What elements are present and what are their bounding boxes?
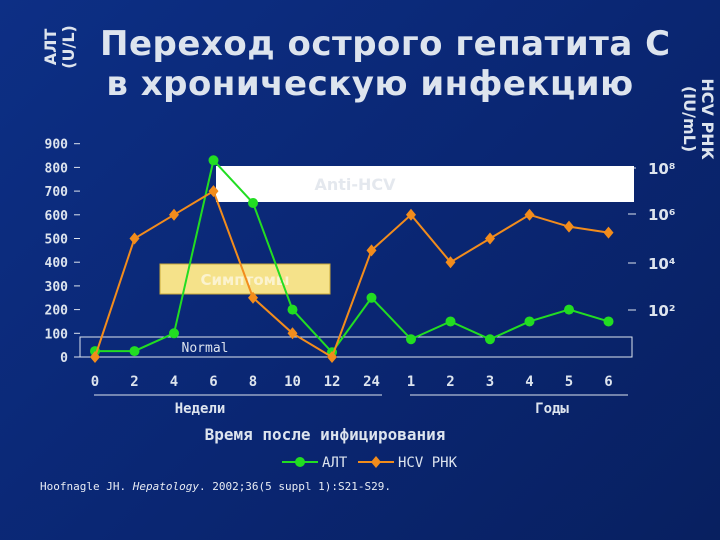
alt-point (564, 304, 574, 315)
chart-legend: АЛТ HCV РНК (282, 455, 458, 471)
alt-point (287, 304, 298, 315)
years-group-label: Годы (535, 401, 569, 417)
legend-hcv-marker (371, 456, 381, 468)
y-tick-label: 900 (45, 138, 69, 153)
alt-point (524, 316, 535, 327)
x-axis-title: Время после инфицирования (205, 425, 446, 444)
alt-point (208, 155, 219, 166)
hcv-point (445, 256, 456, 269)
hcv-line (94, 189, 609, 359)
slide-title: Переход острого гепатита C в хроническую… (100, 24, 671, 104)
legend-alt-label: АЛТ (322, 455, 348, 471)
hcv-point (524, 208, 535, 221)
symptoms-label: Симптомы (201, 271, 290, 289)
alt-point (485, 334, 495, 345)
y2-tick-label: 10⁶ (648, 206, 675, 224)
hcv-point (90, 351, 100, 363)
normal-band (79, 336, 633, 358)
alt-point (366, 292, 377, 303)
y2-tick-label: 10² (648, 302, 675, 320)
citation-journal: Hepatology (132, 480, 199, 493)
hcv-point (208, 185, 219, 198)
legend-alt-marker (295, 457, 305, 467)
title-line-1: Переход острого гепатита C (100, 24, 671, 64)
y-tick-label: 700 (45, 185, 69, 200)
x-tick-label: 2 (130, 374, 138, 390)
hcv-point (485, 232, 495, 245)
hcv-point (564, 220, 574, 233)
citation-author: Hoofnagle JH. (40, 480, 133, 493)
weeks-group-label: Недели (175, 401, 226, 417)
y-tick-label: 800 (45, 161, 69, 176)
y-tick-label: 0 (60, 351, 68, 366)
y2-tick-label: 10⁴ (648, 255, 675, 273)
chart-annotations: Normal Anti-HCV Симптомы (79, 166, 634, 358)
anti-hcv-label: Anti-HCV (314, 175, 396, 194)
alt-point (248, 197, 258, 208)
hcv-point (248, 291, 258, 304)
alt-point (129, 346, 140, 357)
x-tick-label: 4 (525, 374, 533, 390)
y-tick-label: 500 (45, 233, 69, 248)
chart-series (90, 155, 614, 363)
citation: Hoofnagle JH. Hepatology. 2002;36(5 supp… (40, 480, 391, 493)
y-tick-label: 400 (45, 256, 69, 271)
x-tick-label: 8 (249, 374, 257, 390)
x-tick-label: 0 (91, 374, 99, 390)
alt-point (603, 316, 614, 327)
y-tick-label: 100 (45, 327, 69, 342)
y-tick-label: 200 (45, 304, 69, 319)
hcv-point (366, 244, 377, 257)
citation-details: . 2002;36(5 suppl 1):S21-S29. (198, 480, 392, 493)
x-tick-label: 4 (170, 374, 178, 390)
hcv-point (169, 208, 179, 221)
x-tick-label: 6 (209, 374, 217, 390)
x-tick-label: 12 (324, 374, 341, 390)
normal-band-label: Normal (182, 341, 229, 356)
alt-point (169, 328, 179, 339)
chart-axes: 010020030040050060070080090010²10⁴10⁶10⁸… (45, 138, 676, 444)
title-line-2: в хроническую инфекцию (106, 64, 634, 104)
hcv-point (129, 232, 140, 245)
alt-line (95, 158, 609, 354)
y-tick-label: 600 (45, 209, 69, 224)
hcv-point (327, 351, 337, 363)
alt-point (406, 334, 416, 345)
y2-tick-label: 10⁸ (648, 160, 675, 178)
x-tick-label: 10 (284, 374, 301, 390)
x-tick-label: 5 (565, 374, 573, 390)
legend-hcv-label: HCV РНК (398, 455, 458, 471)
x-tick-label: 6 (604, 374, 612, 390)
x-tick-label: 24 (363, 374, 380, 390)
hcv-point (287, 327, 298, 340)
x-tick-label: 1 (407, 374, 415, 390)
hcv-point (406, 208, 416, 221)
anti-hcv-bar (216, 166, 634, 202)
x-tick-label: 3 (486, 374, 494, 390)
x-tick-label: 2 (446, 374, 454, 390)
y-tick-label: 300 (45, 280, 69, 295)
hcv-point (603, 226, 614, 239)
alt-point (445, 316, 456, 327)
